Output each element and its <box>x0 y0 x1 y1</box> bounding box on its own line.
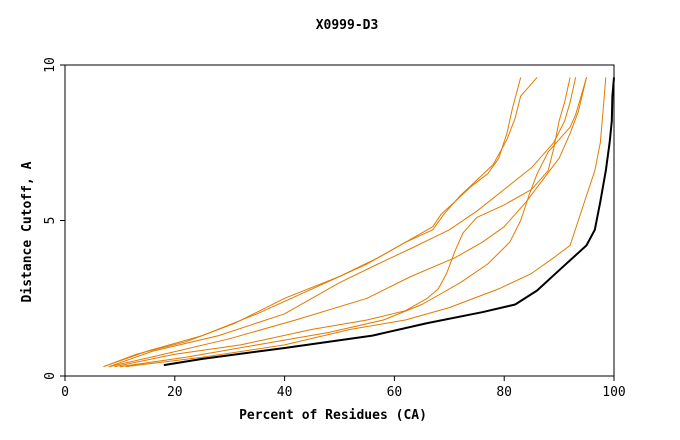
x-tick-label: 100 <box>602 385 625 400</box>
plot-frame <box>64 64 615 377</box>
series-line-model-7 <box>125 77 607 368</box>
series-line-highlight <box>163 77 615 367</box>
series-line-model-5 <box>114 77 571 368</box>
tick-layer: 0 20 40 60 80 100 0 5 10 <box>43 57 626 400</box>
y-tick-label: 0 <box>43 372 58 380</box>
x-tick-label: 80 <box>496 385 512 400</box>
x-tick-label: 0 <box>61 385 69 400</box>
series-line-model-1 <box>103 77 522 368</box>
chart-title: X0999-D3 <box>316 18 379 33</box>
y-tick-label: 5 <box>43 217 58 225</box>
series-line-model-3 <box>108 77 577 368</box>
x-axis-label: Percent of Residues (CA) <box>239 408 427 423</box>
x-tick-label: 20 <box>167 385 183 400</box>
series-line-model-4 <box>108 77 587 368</box>
x-tick-label: 60 <box>387 385 403 400</box>
series-line-model-2 <box>103 77 538 368</box>
series-line-model-6 <box>119 77 587 368</box>
series-layer <box>103 77 615 368</box>
x-tick-label: 40 <box>277 385 293 400</box>
y-tick-label: 10 <box>43 57 58 73</box>
y-axis-label: Distance Cutoff, A <box>20 161 35 302</box>
